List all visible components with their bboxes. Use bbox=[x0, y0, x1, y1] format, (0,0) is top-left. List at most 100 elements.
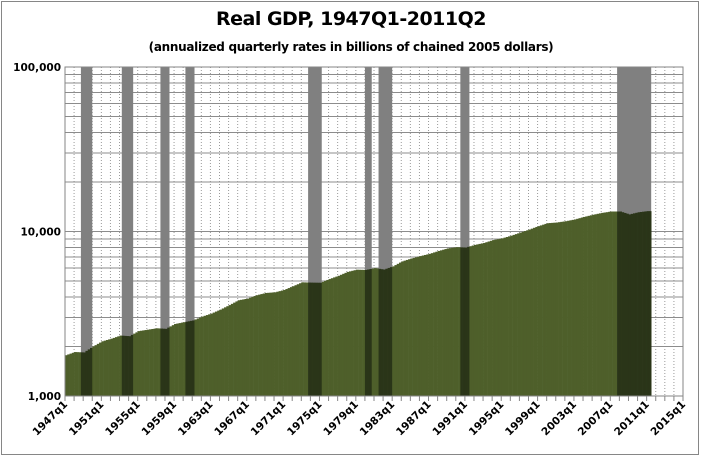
gdp-bar bbox=[451, 247, 454, 396]
gdp-bar bbox=[74, 352, 77, 396]
gdp-bar bbox=[605, 212, 609, 396]
gdp-bar bbox=[283, 289, 286, 396]
gdp-bar bbox=[219, 309, 223, 396]
gdp-bar bbox=[153, 328, 157, 396]
gdp-bar bbox=[544, 223, 547, 396]
gdp-bar bbox=[174, 323, 177, 396]
gdp-bar bbox=[262, 293, 266, 396]
gdp-bar bbox=[244, 298, 248, 396]
gdp-bar bbox=[344, 272, 348, 396]
y-tick-label: 1,000 bbox=[28, 391, 61, 403]
gdp-bar bbox=[258, 294, 261, 396]
gdp-bar bbox=[617, 211, 620, 396]
gdp-bar bbox=[217, 310, 220, 396]
gdp-bar bbox=[285, 289, 288, 396]
gdp-bar bbox=[87, 349, 91, 396]
gdp-bar bbox=[530, 228, 534, 396]
recession-band bbox=[160, 67, 170, 396]
gdp-bar bbox=[233, 302, 236, 396]
gdp-bar bbox=[137, 331, 141, 396]
gdp-bar bbox=[303, 282, 307, 396]
gdp-bar bbox=[205, 315, 209, 396]
gdp-bar bbox=[514, 234, 518, 396]
gdp-bar bbox=[328, 279, 332, 396]
gdp-bar bbox=[85, 350, 89, 396]
gdp-bar bbox=[628, 214, 632, 396]
gdp-bar bbox=[192, 320, 195, 396]
gdp-bar bbox=[639, 211, 643, 396]
gdp-bar bbox=[253, 296, 257, 396]
gdp-bar bbox=[510, 235, 513, 396]
gdp-bar bbox=[149, 329, 152, 396]
gdp-bar bbox=[362, 269, 366, 396]
gdp-bar bbox=[517, 233, 520, 396]
gdp-bar bbox=[505, 236, 509, 396]
gdp-bar bbox=[519, 232, 522, 396]
gdp-bar bbox=[476, 244, 479, 396]
gdp-bar bbox=[185, 321, 188, 396]
x-tick-label: 1947q1 bbox=[30, 399, 70, 439]
gdp-bar bbox=[171, 325, 175, 396]
gdp-bar bbox=[419, 256, 423, 396]
gdp-bar bbox=[251, 296, 254, 396]
chart-title: Real GDP, 1947Q1-2011Q2 bbox=[216, 8, 487, 30]
gdp-bar bbox=[619, 211, 622, 396]
gdp-bar bbox=[208, 314, 211, 396]
gdp-bar bbox=[414, 257, 418, 396]
gdp-bar bbox=[237, 300, 241, 396]
gdp-bar bbox=[455, 247, 459, 396]
x-tick-label: 1951q1 bbox=[67, 399, 107, 439]
gdp-bar bbox=[110, 338, 114, 396]
gdp-bar bbox=[167, 327, 170, 396]
gdp-bar bbox=[473, 244, 477, 396]
x-tick-label: 2007q1 bbox=[576, 399, 616, 439]
gdp-bar bbox=[523, 231, 527, 396]
gdp-bar bbox=[321, 281, 325, 396]
gdp-bar bbox=[103, 340, 107, 396]
gdp-bar bbox=[403, 260, 407, 396]
gdp-bar bbox=[537, 226, 541, 396]
gdp-bar bbox=[337, 275, 341, 396]
gdp-bar bbox=[583, 216, 586, 396]
gdp-bar bbox=[78, 352, 82, 396]
y-tick-label: 10,000 bbox=[20, 227, 61, 239]
gdp-bar bbox=[142, 330, 145, 396]
gdp-bar bbox=[589, 215, 593, 396]
gdp-bar bbox=[387, 267, 391, 396]
gdp-bars bbox=[65, 211, 652, 396]
gdp-bar bbox=[65, 355, 68, 396]
gdp-bar bbox=[560, 221, 563, 396]
gdp-bar bbox=[94, 345, 98, 396]
recession-band bbox=[364, 67, 372, 396]
gdp-bar bbox=[69, 353, 73, 396]
x-tick-label: 1971q1 bbox=[249, 399, 289, 439]
gdp-bar bbox=[99, 342, 102, 396]
gdp-bar bbox=[503, 237, 507, 396]
gdp-bar bbox=[421, 255, 425, 396]
gdp-bar bbox=[633, 213, 636, 396]
gdp-bar bbox=[546, 223, 550, 396]
gdp-bar bbox=[569, 220, 572, 396]
gdp-bar bbox=[553, 222, 557, 396]
gdp-bar bbox=[126, 336, 129, 396]
gdp-bar bbox=[260, 294, 263, 396]
gdp-bar bbox=[178, 323, 182, 396]
gdp-bar bbox=[535, 226, 538, 396]
gdp-bar bbox=[496, 239, 500, 396]
gdp-bar bbox=[105, 339, 109, 396]
gdp-bar bbox=[239, 299, 243, 396]
gdp-bar bbox=[594, 214, 597, 396]
gdp-bar bbox=[585, 216, 588, 396]
gdp-bar bbox=[410, 258, 413, 396]
gdp-bar bbox=[278, 291, 282, 396]
gdp-bar bbox=[512, 234, 516, 396]
gdp-bar bbox=[353, 270, 357, 396]
gdp-bar bbox=[612, 211, 616, 396]
gdp-bar bbox=[644, 211, 647, 396]
gdp-bar bbox=[446, 248, 450, 396]
gdp-bar bbox=[526, 230, 529, 396]
gdp-bar bbox=[312, 282, 316, 396]
gdp-bar bbox=[642, 211, 645, 396]
gdp-bar bbox=[501, 238, 504, 396]
